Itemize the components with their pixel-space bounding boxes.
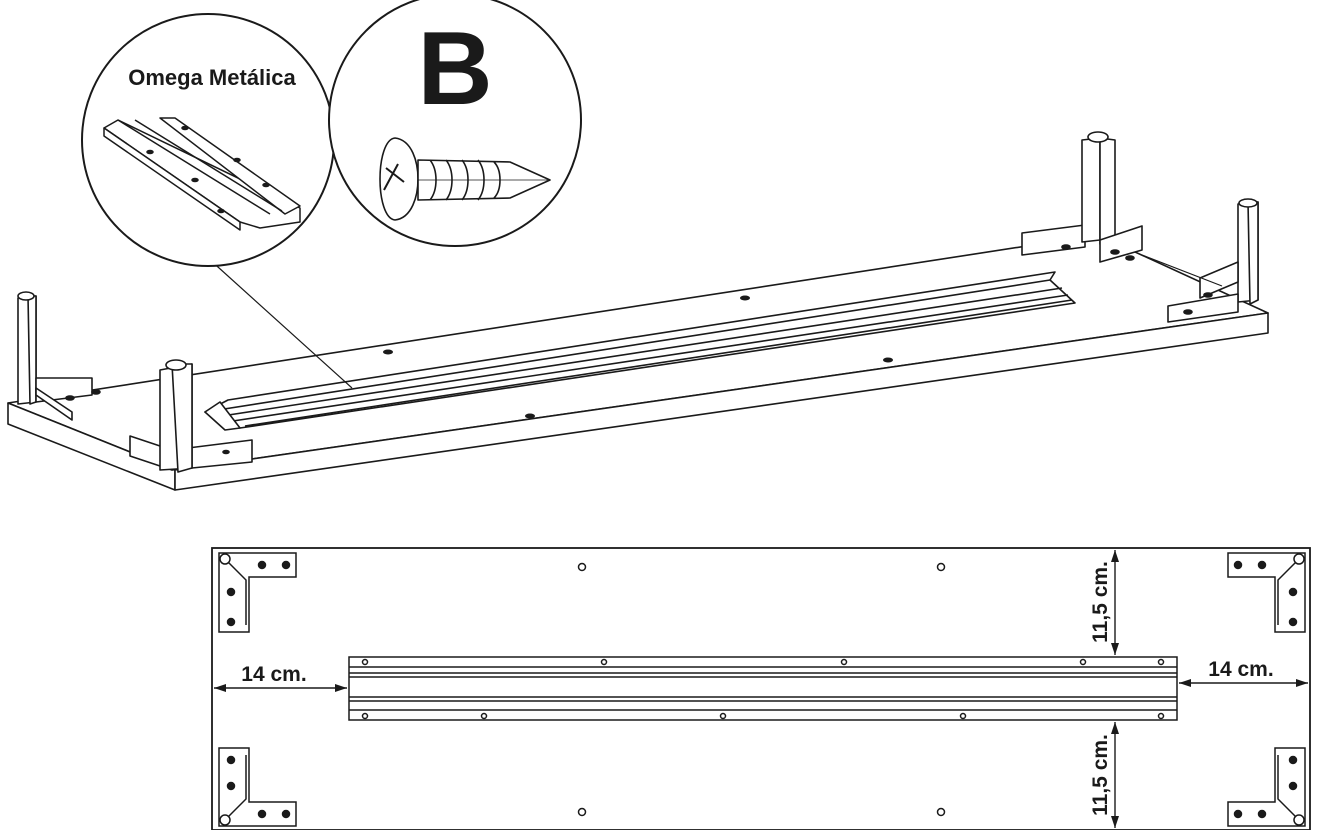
leg-back-left <box>17 291 101 421</box>
plan-omega-rail <box>348 656 1178 721</box>
isometric-view <box>7 131 1269 491</box>
dimension-top-label: 11,5 cm. <box>1089 561 1112 643</box>
corner-bracket-bottom-right <box>1227 747 1306 827</box>
leg-front-right <box>1167 198 1259 323</box>
plan-hole <box>577 807 587 817</box>
leg-back-right <box>1021 131 1143 263</box>
zoom-circle-screw: B <box>328 0 582 247</box>
omega-rail-closeup <box>103 117 301 231</box>
screw-letter: B <box>417 11 492 127</box>
plan-hole <box>577 562 587 572</box>
corner-bracket-top-left <box>218 552 297 633</box>
plan-view: 14 cm. 14 cm. 11,5 cm. 11,5 cm. <box>211 547 1311 830</box>
plan-hole <box>936 562 946 572</box>
plan-holes <box>577 562 946 817</box>
board-holes <box>383 295 893 419</box>
board-hole <box>525 413 535 419</box>
omega-rail <box>204 271 1076 431</box>
corner-bracket-top-right <box>1227 552 1306 633</box>
plan-hole <box>936 807 946 817</box>
dimension-lines <box>214 550 1308 828</box>
dimension-bottom-label: 11,5 cm. <box>1089 734 1112 816</box>
screw-icon <box>379 137 551 221</box>
zoom-circle-omega: Omega Metálica <box>81 13 335 267</box>
board-hole <box>740 295 750 301</box>
leader-line <box>207 257 353 389</box>
dimension-right-label: 14 cm. <box>1208 658 1273 681</box>
dimension-left-label: 14 cm. <box>241 663 306 686</box>
part-label: Omega Metálica <box>128 65 296 90</box>
board-hole <box>883 357 893 363</box>
leg-front-left <box>129 359 253 473</box>
board-hole <box>383 349 393 355</box>
corner-bracket-bottom-left <box>218 747 297 827</box>
